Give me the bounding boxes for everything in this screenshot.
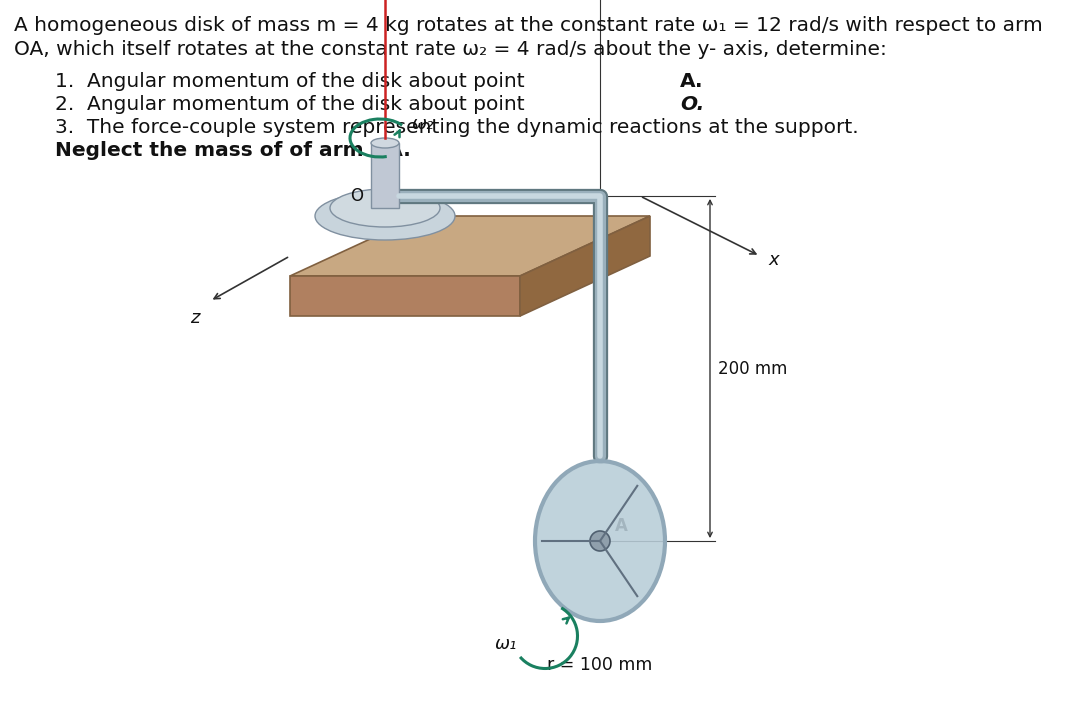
Text: Neglect the mass of of arm OA.: Neglect the mass of of arm OA. xyxy=(55,141,410,160)
Polygon shape xyxy=(372,143,399,208)
Text: 3.  The force-couple system representing the dynamic reactions at the support.: 3. The force-couple system representing … xyxy=(55,118,859,137)
Text: r = 100 mm: r = 100 mm xyxy=(548,656,652,674)
Polygon shape xyxy=(291,276,519,316)
Text: z: z xyxy=(190,309,200,327)
Ellipse shape xyxy=(372,138,399,148)
Text: 200 mm: 200 mm xyxy=(718,360,787,378)
Ellipse shape xyxy=(315,192,455,240)
Text: O: O xyxy=(350,187,363,205)
Text: x: x xyxy=(768,251,779,269)
Ellipse shape xyxy=(330,189,440,227)
Text: ω₁: ω₁ xyxy=(495,635,517,653)
Text: 1.  Angular momentum of the disk about point: 1. Angular momentum of the disk about po… xyxy=(55,72,531,91)
Text: 2.  Angular momentum of the disk about point: 2. Angular momentum of the disk about po… xyxy=(55,95,531,114)
Ellipse shape xyxy=(590,531,610,551)
Text: A: A xyxy=(615,517,627,535)
Ellipse shape xyxy=(535,461,665,621)
Text: A.: A. xyxy=(680,72,703,91)
Text: A homogeneous disk of mass m = 4 kg rotates at the constant rate ω₁ = 12 rad/s w: A homogeneous disk of mass m = 4 kg rota… xyxy=(14,16,1043,35)
Text: O.: O. xyxy=(680,95,704,114)
Polygon shape xyxy=(291,216,650,276)
Text: ω₂: ω₂ xyxy=(411,115,434,133)
Polygon shape xyxy=(519,216,650,316)
Text: OA, which itself rotates at the constant rate ω₂ = 4 rad/s about the y- axis, de: OA, which itself rotates at the constant… xyxy=(14,40,887,59)
